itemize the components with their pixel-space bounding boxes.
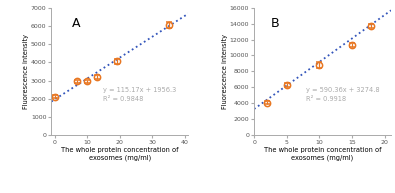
X-axis label: The whole protein concentration of
exosomes (mg/ml): The whole protein concentration of exoso…: [61, 147, 179, 161]
X-axis label: The whole protein concentration of
exosomes (mg/ml): The whole protein concentration of exoso…: [264, 147, 381, 161]
Y-axis label: Fluorescence intensity: Fluorescence intensity: [222, 34, 228, 109]
Y-axis label: Fluorescence intensity: Fluorescence intensity: [23, 34, 29, 109]
Text: A: A: [72, 17, 80, 30]
Text: B: B: [270, 17, 279, 30]
Text: y = 115.17x + 1956.3
R² = 0.9848: y = 115.17x + 1956.3 R² = 0.9848: [103, 87, 177, 102]
Text: y = 590.36x + 3274.8
R² = 0.9918: y = 590.36x + 3274.8 R² = 0.9918: [306, 87, 380, 102]
